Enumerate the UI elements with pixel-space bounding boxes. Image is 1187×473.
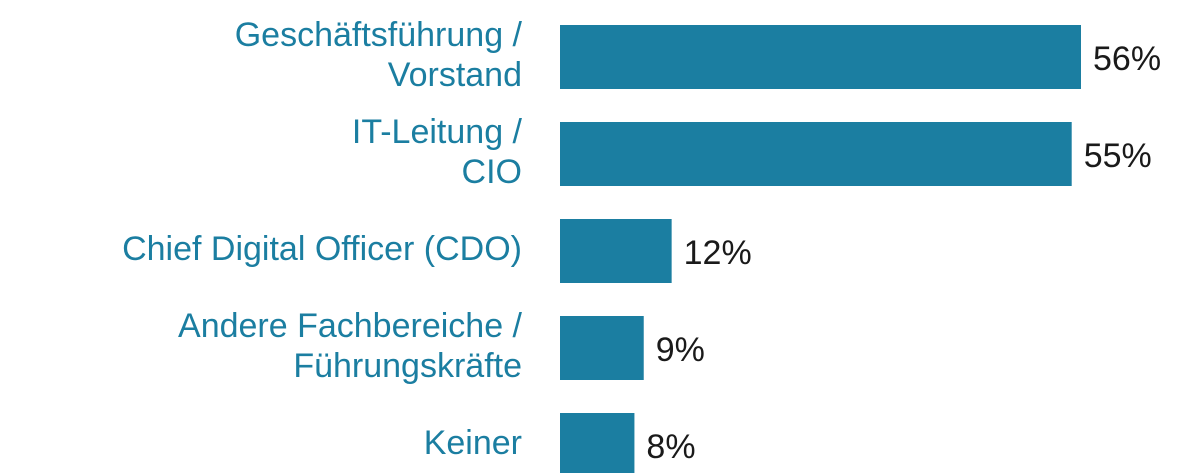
value-label: 8% — [646, 428, 695, 466]
category-label: IT-Leitung / CIO — [352, 113, 523, 191]
value-label: 12% — [684, 234, 752, 272]
value-label: 55% — [1084, 137, 1152, 175]
category-label: Chief Digital Officer (CDO) — [122, 230, 522, 268]
bar — [560, 219, 672, 283]
category-label: Keiner — [424, 424, 522, 462]
value-label: 56% — [1093, 40, 1161, 78]
bar — [560, 122, 1072, 186]
category-label: Geschäftsführung / Vorstand — [235, 16, 523, 94]
value-label: 9% — [656, 331, 705, 369]
bar — [560, 25, 1081, 89]
bar — [560, 413, 635, 473]
category-label: Andere Fachbereiche / Führungskräfte — [178, 307, 523, 385]
bar — [560, 316, 644, 380]
